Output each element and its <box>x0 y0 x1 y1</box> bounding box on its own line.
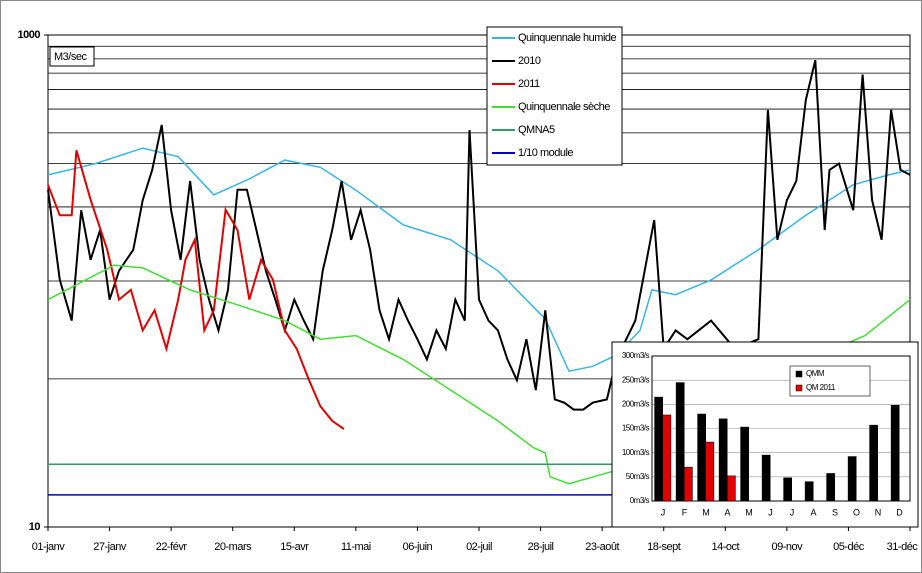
legend-label: Quinquennale humide <box>518 32 617 44</box>
legend <box>486 26 623 166</box>
x-tick-label: 11-mai <box>341 541 371 553</box>
x-tick-label: J <box>768 507 772 517</box>
legend-label: QMNA5 <box>518 124 555 136</box>
bar <box>697 413 707 502</box>
legend-label: QMM <box>806 369 825 378</box>
bar <box>675 382 685 502</box>
y-tick-label: 200m3/s <box>622 399 650 408</box>
bar <box>890 405 900 502</box>
y-tick-label: 250m3/s <box>622 375 650 384</box>
x-tick-label: 23-août <box>585 541 619 553</box>
legend-swatch <box>795 384 803 392</box>
bar <box>727 475 736 502</box>
y-label-box <box>49 46 95 67</box>
x-tick-label: F <box>682 507 688 517</box>
y-tick-label: 10 <box>29 521 41 533</box>
x-tick-label: D <box>896 507 903 517</box>
x-tick-label: O <box>853 507 860 517</box>
x-tick-label: M <box>702 507 709 517</box>
x-tick-label: 09-nov <box>772 541 804 553</box>
x-tick-label: 31-déc <box>887 541 919 553</box>
legend-label: 1/10 module <box>518 147 573 159</box>
x-tick-label: 02-juil <box>466 541 492 553</box>
bar <box>783 477 793 502</box>
x-tick-label: A <box>810 507 816 517</box>
x-tick-label: A <box>724 507 730 517</box>
legend-label: QM 2011 <box>806 383 836 392</box>
x-tick-label: 27-janv <box>93 541 127 553</box>
bar <box>847 456 857 502</box>
series-line <box>47 150 345 430</box>
x-tick-label: N <box>875 507 881 517</box>
x-tick-label: 28-juil <box>528 541 554 553</box>
x-tick-label: S <box>832 507 838 517</box>
x-tick-label: 05-déc <box>833 541 865 553</box>
x-tick-label: 01-janv <box>32 541 66 553</box>
series-line <box>47 59 911 411</box>
x-tick-label: 22-févr <box>156 541 188 553</box>
bar <box>804 481 814 502</box>
y-tick-label: 150m3/s <box>622 424 650 433</box>
legend-label: 2010 <box>518 55 541 67</box>
x-tick-label: J <box>661 507 665 517</box>
legend-label: Quinquennale sèche <box>518 101 610 113</box>
bar <box>761 454 771 502</box>
legend-label: 2011 <box>518 78 540 90</box>
x-tick-label: J <box>790 507 794 517</box>
x-tick-label: 14-oct <box>711 541 739 553</box>
bar <box>654 396 664 502</box>
y-tick-label: 1000 <box>18 29 41 41</box>
y-tick-label: 50m3/s <box>626 472 650 481</box>
bar <box>869 424 879 502</box>
y-tick-label: 0m3/s <box>630 496 650 505</box>
y-tick-label: 100m3/s <box>622 448 650 457</box>
bar <box>705 441 715 502</box>
x-tick-label: 06-juin <box>403 541 433 553</box>
legend-swatch <box>795 370 803 378</box>
bar <box>718 418 728 502</box>
bar <box>740 426 750 502</box>
y-label: M3/sec <box>54 51 87 63</box>
x-tick-label: 20-mars <box>214 541 252 553</box>
x-tick-label: 18-sept <box>647 541 681 553</box>
bar <box>826 473 836 502</box>
plot-area <box>651 355 911 502</box>
bar <box>662 414 672 502</box>
y-tick-label: 300m3/s <box>622 351 650 360</box>
legend <box>789 365 871 397</box>
x-tick-label: 15-avr <box>280 541 309 553</box>
bar <box>684 466 693 502</box>
x-tick-label: M <box>745 507 752 517</box>
